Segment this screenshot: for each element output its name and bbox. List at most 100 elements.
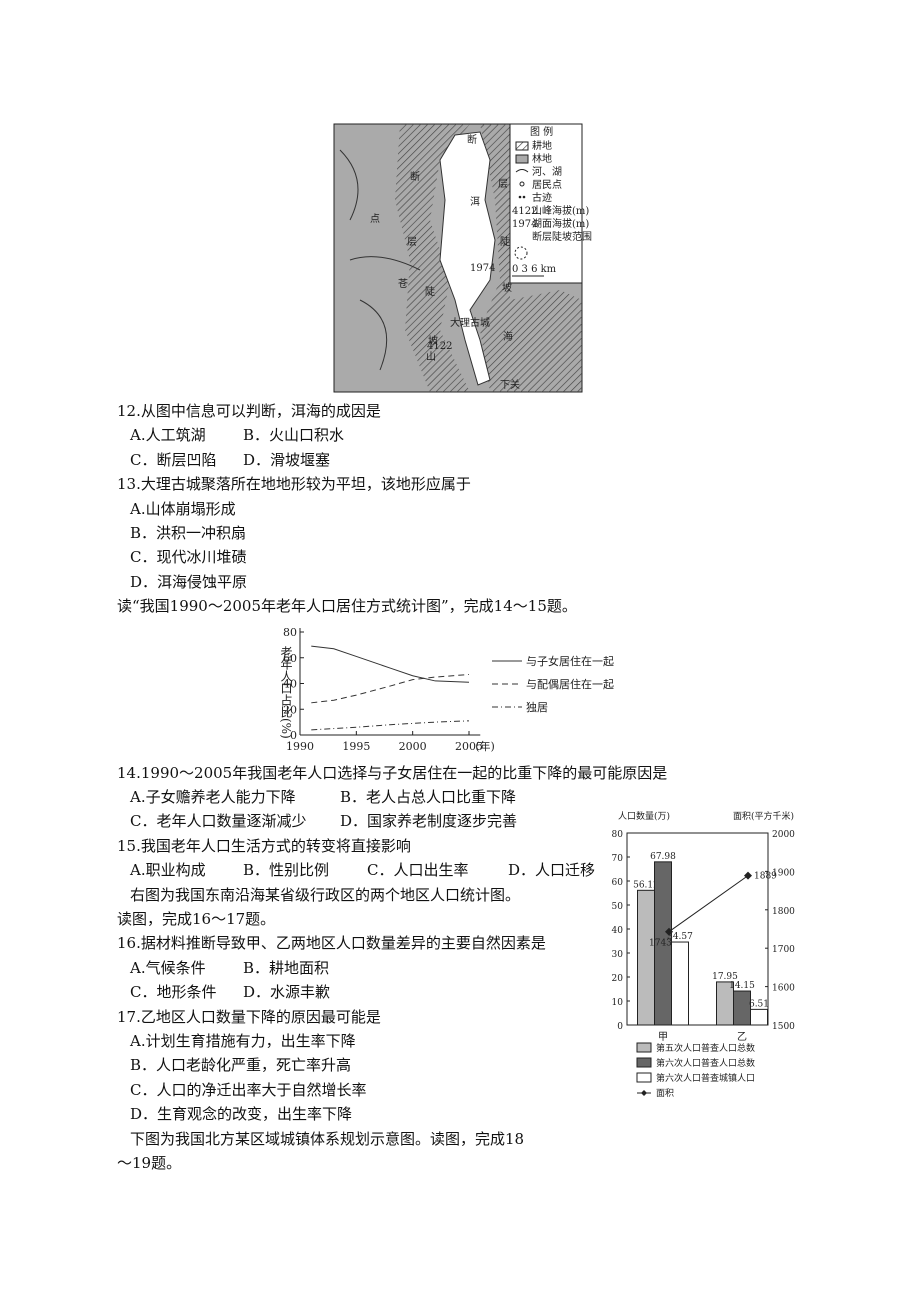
y-tick-label: 60 [283,652,297,665]
y2-tick-label: 1800 [772,907,795,917]
bar [637,889,655,1026]
area-line [668,875,749,933]
map-label: 大理古城 [450,316,490,329]
y-tick-label: 40 [283,678,297,691]
value-label: 1889 [754,872,777,882]
legend-swatch [641,1090,647,1096]
option: D．国家养老制度逐步完善 [340,812,518,831]
y-axis-label: 老年人口占比(%) [279,646,293,739]
lake [439,131,496,386]
y-tick-label: 20 [283,703,297,716]
option: C．地形条件 [130,983,217,1002]
question-stem: 12.从图中信息可以判断，洱海的成因是 [117,402,381,420]
line-series [311,645,470,683]
river [339,149,421,371]
x-tick-label: 乙 [737,1031,747,1043]
option: C．人口出生率 [367,861,469,880]
legend-swatch [522,195,526,199]
y-tick-label: 80 [612,830,624,840]
map-label: 层 [407,236,417,248]
legend-swatch [515,154,529,164]
option: D．人口迁移 [508,861,596,880]
legend-swatch [514,246,528,260]
option: A.职业构成 [130,861,206,880]
value-label: 17.95 [712,972,738,982]
x-tick-label: 1990 [286,740,314,753]
map-label: 断 [467,133,477,146]
bar [750,1008,768,1026]
area-point [665,927,673,936]
intro-text: 读“我国1990～2005年老年人口居住方式统计图”，完成14～15题。 [117,597,577,616]
option: D．水源丰歉 [243,983,331,1002]
map-label: 点 [370,213,380,225]
value-label: 1743 [649,939,672,949]
legend-swatch [636,1072,652,1083]
question-stem: 14.1990～2005年我国老年人口选择与子女居住在一起的比重下降的最可能原因… [117,763,668,782]
x-tick-label: 1995 [342,740,370,753]
option: B．耕地面积 [243,958,330,977]
legend-label: 第五次人口普查人口总数 [656,1042,755,1054]
option: A.气候条件 [130,958,206,977]
legend-title: 图 例 [530,125,553,138]
map-label: 海 [503,330,513,343]
area-point [744,871,752,880]
option: B．性别比例 [243,861,330,880]
y-tick-label: 40 [612,926,624,936]
map-label: 断 [410,170,420,183]
map-label: 坡 [502,281,512,294]
y2-tick-label: 1600 [772,984,795,994]
y2-tick-label: 1500 [772,1022,795,1032]
y-tick-label: 0 [617,1022,623,1032]
x-unit: (年) [475,739,495,753]
legend-label: 第六次人口普查人口总数 [656,1057,755,1069]
option: B．人口老龄化严重，死亡率升高 [130,1056,352,1075]
legend-label: 与配偶居住在一起 [526,677,614,691]
legend-swatch [519,181,525,187]
y2-tick-label: 1700 [772,945,795,955]
y-tick-label: 0 [290,729,297,742]
farmland [395,124,470,392]
legend-label: 与子女居住在一起 [526,654,614,668]
intro-text: 下图为我国北方某区域城镇体系规划示意图。读图，完成18 [130,1129,525,1148]
y2-axis-label: 面积(平方千米) [733,810,794,822]
question-stem: 13.大理古城聚落所在地地形较为平坦，该地形应属于 [117,475,471,494]
legend-label: 居民点 [532,179,562,191]
legend-swatch [518,195,522,199]
map-label: 洱 [470,195,480,208]
map-label: 坡 [428,334,438,347]
legend-label: 古迹 [532,191,552,204]
question-stem: 16.据材料推断导致甲、乙两地区人口数量差异的主要自然因素是 [117,934,546,953]
legend-swatch [515,141,529,151]
y-tick-label: 30 [612,950,624,960]
intro-text: 右图为我国东南沿海某省级行政区的两个地区人口统计图。 [130,885,521,904]
option: A.人工筑湖 [130,426,206,445]
option: C．现代冰川堆碛 [130,548,247,567]
option: B．火山口积水 [243,426,345,445]
legend-label: 河、湖 [532,166,562,178]
option: C．断层凹陷 [130,450,217,469]
option: B．洪积一冲积扇 [130,524,247,542]
legend-label: 第六次人口普查城镇人口 [656,1072,755,1084]
legend-swatch [515,169,529,173]
option: C．老年人口数量逐渐减少 [130,812,307,831]
question-stem: 15.我国老年人口生活方式的转变将直接影响 [117,836,411,855]
value-label: 67.98 [650,852,676,862]
option: D．洱海侵蚀平原 [130,572,248,591]
map-label: 苍 [398,277,408,290]
map-label: 层 [498,178,508,190]
legend-label: 林地 [532,152,552,165]
option: A.计划生育措施有力，出生率下降 [130,1032,356,1050]
farmland [480,124,582,392]
x-tick-label: 甲 [658,1032,668,1043]
map-label: 下关 [500,378,520,391]
bar [671,941,689,1026]
line-series [311,720,470,731]
x-tick-label: 2000 [399,740,427,753]
y-tick-label: 70 [612,854,624,864]
legend-label: 断层陡坡范围 [532,230,592,243]
legend-label: 山峰海拔(m) [532,204,589,217]
legend-label: 独居 [526,701,548,714]
intro-text: ～19题。 [117,1154,182,1172]
